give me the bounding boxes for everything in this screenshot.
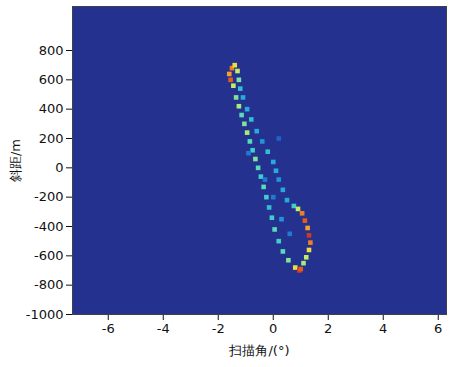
svg-text:-400: -400 [34, 219, 64, 234]
svg-text:200: 200 [39, 131, 64, 146]
svg-text:400: 400 [39, 101, 64, 116]
svg-text:-600: -600 [34, 248, 64, 263]
svg-text:-200: -200 [34, 189, 64, 204]
svg-text:600: 600 [39, 72, 64, 87]
svg-text:-4: -4 [157, 321, 170, 336]
svg-text:-2: -2 [212, 321, 225, 336]
svg-text:-6: -6 [102, 321, 115, 336]
svg-text:斜距/m: 斜距/m [8, 139, 23, 182]
svg-text:-800: -800 [34, 277, 64, 292]
svg-text:4: 4 [379, 321, 387, 336]
svg-text:800: 800 [39, 43, 64, 58]
svg-text:0: 0 [55, 160, 63, 175]
svg-text:0: 0 [269, 321, 277, 336]
svg-text:-1000: -1000 [26, 307, 64, 322]
svg-text:6: 6 [434, 321, 442, 336]
svg-text:2: 2 [324, 321, 332, 336]
svg-text:扫描角/(°): 扫描角/(°) [228, 343, 289, 358]
